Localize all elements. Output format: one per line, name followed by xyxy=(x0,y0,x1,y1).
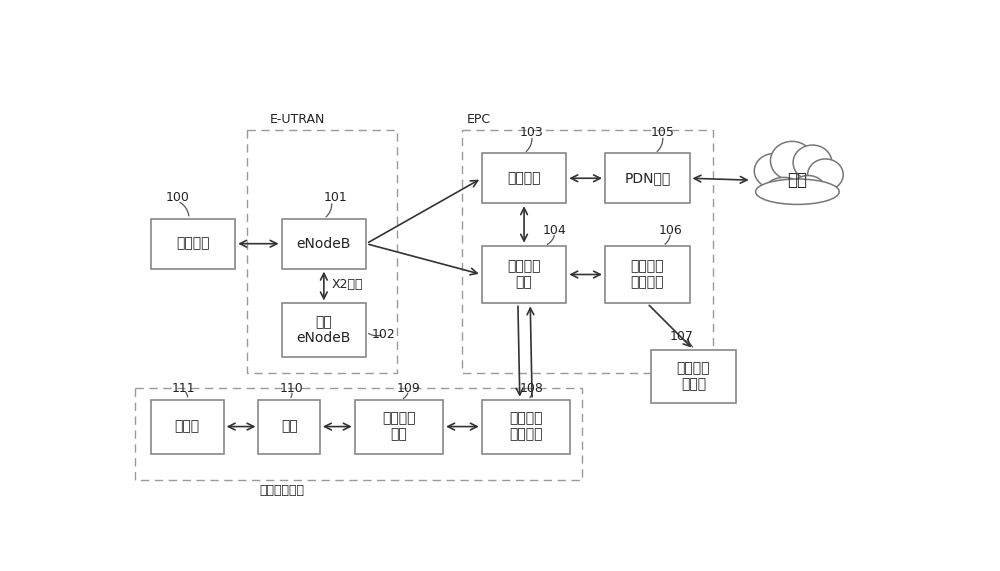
Text: 移动终端: 移动终端 xyxy=(176,237,210,251)
Text: 移动管理
实体: 移动管理 实体 xyxy=(507,259,541,289)
Text: 106: 106 xyxy=(658,224,682,237)
Bar xyxy=(482,153,566,203)
Text: 100: 100 xyxy=(166,191,189,204)
Ellipse shape xyxy=(770,142,814,180)
Text: X2接口: X2接口 xyxy=(332,278,363,291)
Bar xyxy=(282,303,366,357)
Bar xyxy=(482,246,566,303)
Bar xyxy=(258,400,320,453)
Ellipse shape xyxy=(808,159,843,190)
Text: 网络: 网络 xyxy=(787,171,807,189)
Text: 电路交换系统: 电路交换系统 xyxy=(259,484,304,497)
Text: 102: 102 xyxy=(372,328,396,341)
Text: 110: 110 xyxy=(280,381,303,395)
Text: 109: 109 xyxy=(397,381,420,395)
Text: 107: 107 xyxy=(670,330,694,343)
Bar xyxy=(462,130,713,373)
Ellipse shape xyxy=(791,175,825,203)
Text: 移动交换
中心: 移动交换 中心 xyxy=(382,412,416,442)
Text: 其它移动
管理实体: 其它移动 管理实体 xyxy=(631,259,664,289)
Bar xyxy=(605,246,690,303)
Bar xyxy=(605,153,690,203)
Text: E-UTRAN: E-UTRAN xyxy=(270,113,325,126)
Text: 105: 105 xyxy=(651,126,675,139)
Ellipse shape xyxy=(793,145,832,180)
Bar xyxy=(355,400,443,453)
Bar xyxy=(482,400,570,453)
Text: 归属订户
服务器: 归属订户 服务器 xyxy=(677,361,710,392)
Text: 108: 108 xyxy=(520,381,544,395)
Bar xyxy=(247,130,397,373)
Ellipse shape xyxy=(749,152,846,208)
Text: 交互解决
方案模块: 交互解决 方案模块 xyxy=(509,412,543,442)
Text: 基站: 基站 xyxy=(281,420,298,433)
Text: 其它
eNodeB: 其它 eNodeB xyxy=(297,315,351,345)
Text: 103: 103 xyxy=(520,126,544,139)
Bar xyxy=(135,388,582,480)
Ellipse shape xyxy=(756,179,839,204)
Text: PDN网关: PDN网关 xyxy=(624,171,670,185)
Bar xyxy=(651,349,736,404)
Bar xyxy=(151,400,224,453)
Bar xyxy=(282,219,366,269)
Text: 服务网关: 服务网关 xyxy=(507,171,541,185)
Text: 移动站: 移动站 xyxy=(175,420,200,433)
Text: 104: 104 xyxy=(543,224,567,237)
Ellipse shape xyxy=(754,154,795,188)
Text: eNodeB: eNodeB xyxy=(297,237,351,251)
Text: 101: 101 xyxy=(324,191,347,204)
Text: EPC: EPC xyxy=(466,113,490,126)
Text: 111: 111 xyxy=(172,381,196,395)
Ellipse shape xyxy=(765,178,803,203)
Bar xyxy=(151,219,235,269)
